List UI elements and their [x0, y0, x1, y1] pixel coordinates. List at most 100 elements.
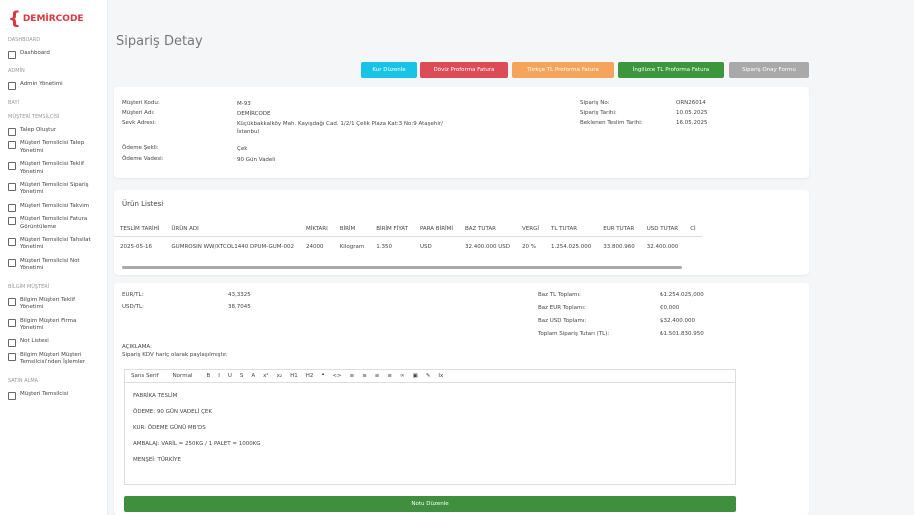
column-header: ÜRÜN ADI — [171, 225, 199, 232]
menu-item[interactable]: Müşteri Temsilcisi Talep Yönetimi — [0, 137, 107, 158]
rate-label: EUR/TL: — [122, 292, 144, 298]
total-value: ₺1.501.830.950 — [660, 331, 704, 337]
editor-line: FABRİKA TESLİM — [133, 393, 178, 399]
toolbar-button[interactable]: A — [251, 373, 256, 379]
toolbar-button[interactable]: x₂ — [276, 373, 283, 379]
cell: GUMROSIN WW/XTCOL1440 DPUM-GUM-002 — [171, 244, 295, 251]
menu-item[interactable]: Müşteri Temsilcisi Sipariş Yönetimi — [0, 179, 107, 200]
column-header: TL TUTAR — [550, 225, 578, 232]
save-button[interactable]: Notu Düzenle — [124, 496, 736, 512]
editor-line: AMBALAJ: VARİL = 250KG / 1 PALET = 1000K… — [133, 441, 261, 447]
toolbar-button[interactable]: Normal — [172, 373, 193, 379]
menu-section: SATIN ALMA — [8, 377, 39, 384]
product-row: 2025-05-16 GUMROSIN WW/XTCOL1440 DPUM-GUM… — [114, 236, 702, 258]
toolbar-button[interactable]: x² — [263, 373, 269, 379]
total-label: Baz EUR Toplamı: — [538, 305, 586, 311]
editor-line: ÖDEME: 90 GÜN VADELİ ÇEK — [133, 409, 212, 415]
field-value: ORN26014 — [676, 100, 706, 106]
toolbar-button[interactable]: ✎ — [425, 373, 431, 379]
menu-item[interactable]: Not Listesi — [0, 335, 107, 348]
menu-item[interactable]: Müşteri Temsilcisi Not Yönetimi — [0, 255, 107, 276]
action-button[interactable]: Sipariş Onay Formu — [729, 62, 809, 78]
menu-item[interactable]: Müşteri Temsilcisi Teklif Yönetimi — [0, 158, 107, 179]
editor[interactable]: FABRİKA TESLİM ÖDEME: 90 GÜN VADELİ ÇEK KU… — [124, 383, 736, 485]
action-button[interactable]: Kur Düzenle — [361, 62, 417, 78]
field-label: Sipariş No: — [580, 100, 610, 106]
menu-item[interactable]: Bilgim Müşteri Müşteri Temsilcisi'nden İ… — [0, 349, 107, 370]
menu-item[interactable]: Müşteri Temsilcisi Tahsilat Yönetimi — [0, 234, 107, 255]
toolbar-button[interactable]: ≡ — [374, 373, 380, 379]
toolbar-button[interactable]: ≡ — [349, 373, 355, 379]
menu-item[interactable]: Müşteri Temsilcisi Fatura Görüntüleme — [0, 213, 107, 234]
field-label: Ödeme Vadesi: — [122, 156, 164, 162]
toolbar-button[interactable]: ❝ — [321, 373, 325, 379]
column-header: BAZ TUTAR — [465, 225, 496, 232]
total-value: ₺1.254.025,000 — [660, 292, 704, 298]
toolbar-button[interactable]: ▣ — [412, 373, 418, 379]
note-label: AÇIKLAMA: — [122, 344, 152, 350]
page-title: Sipariş Detay — [116, 34, 203, 49]
menu-item[interactable]: Müşteri Temsilcisi — [0, 388, 107, 401]
field-label: Ödeme Şekli: — [122, 145, 159, 151]
toolbar-button[interactable]: ≡ — [387, 373, 393, 379]
toolbar-button[interactable]: Sans Serif — [131, 373, 159, 379]
note-text: Sipariş KDV hariç olarak paylaşılmıştır. — [122, 352, 228, 358]
logo-text: DEMİRCODE — [22, 13, 84, 24]
card-title: Ürün Listesi — [122, 200, 164, 208]
field-label: Sevk Adresi: — [122, 120, 156, 126]
cell: 2025-05-16 — [120, 244, 152, 251]
field-label: Sipariş Tarihi: — [580, 110, 617, 116]
toolbar-button[interactable]: I — [218, 373, 220, 379]
info-card: Müşteri Kodu: M-93 Müşteri Adı: DEMİRCODE Se… — [114, 87, 809, 178]
toolbar-button[interactable]: ≡ — [362, 373, 367, 379]
column-header: EUR TUTAR — [603, 225, 635, 232]
menu-section: MÜŞTERİ TEMSİLCİSİ — [8, 113, 60, 120]
toolbar-button[interactable]: Ix — [438, 373, 444, 379]
menu-section: BİLGİM MÜŞTERİ — [8, 283, 50, 290]
menu-section: BAYİ — [8, 99, 19, 106]
column-header: PARA BİRİMİ — [419, 225, 454, 232]
toolbar-button[interactable]: <> — [332, 373, 342, 379]
field-value: 90 Gün Vadeli — [237, 157, 276, 163]
cell: 1.254.025.000 — [550, 244, 592, 251]
toolbar-button[interactable]: U — [227, 373, 232, 379]
field-value: Küçükbakkalköy Mah. Kayışdağı Cad. 1/2/1… — [237, 121, 444, 136]
cell: 20 % — [522, 244, 536, 251]
summary-card: AÇIKLAMA: Sipariş KDV hariç olarak payla… — [114, 283, 809, 515]
menu-item[interactable]: Bilgim Müşteri Teklif Yönetimi — [0, 294, 107, 315]
cell: 32.400.000 USD — [465, 244, 511, 251]
action-button[interactable]: Türkçe TL Proforma Fatura — [512, 62, 614, 78]
total-label: Toplam Sipariş Tutarı (TL): — [538, 331, 610, 337]
logo[interactable]: { DEMİRCODE — [8, 8, 107, 29]
total-label: Baz USD Toplamı: — [538, 318, 587, 324]
field-value: 10.05.2025 — [676, 110, 708, 116]
cell: 32.400.000 — [646, 244, 679, 251]
header-row: TESLİM TARİHİ ÜRÜN ADI MİKTARI BİRİM BİRİM F… — [114, 222, 702, 236]
rate-value: 43,3325 — [228, 292, 251, 298]
total-label: Baz TL Toplamı: — [538, 292, 581, 298]
editor-line: MENŞEİ: TÜRKİYE — [133, 457, 181, 463]
toolbar-button[interactable]: H1 — [290, 373, 298, 379]
action-button[interactable]: İngilizce TL Proforma Fatura — [618, 62, 724, 78]
menu-item[interactable]: Dashboard — [0, 47, 107, 60]
menu-item[interactable]: Müşteri Temsilcisi Takvim — [0, 200, 107, 213]
rate-label: USD/TL: — [122, 304, 144, 310]
toolbar-button[interactable]: H2 — [305, 373, 314, 379]
toolbar-button[interactable]: S — [239, 373, 244, 379]
cell — [684, 236, 701, 258]
field-label: Müşteri Kodu: — [122, 100, 160, 106]
action-button[interactable]: Döviz Proforma Fatura — [420, 62, 508, 78]
menu-item[interactable]: Bilgim Müşteri Firma Yönetimi — [0, 315, 107, 336]
toolbar-button[interactable]: ∞ — [400, 373, 405, 379]
field-value: M-93 — [237, 101, 251, 107]
cell: Kilogram — [339, 244, 365, 251]
column-header: VERGİ — [522, 225, 539, 232]
column-header: MİKTARI — [306, 225, 328, 232]
menu-item[interactable]: Admin Yönetimi — [0, 78, 107, 91]
menu-item[interactable]: Talep Oluştur — [0, 124, 107, 137]
column-header: TESLİM TARİHİ — [120, 225, 160, 232]
scrollbar[interactable] — [122, 266, 682, 269]
toolbar-button[interactable]: B — [206, 373, 211, 379]
product-table: TESLİM TARİHİ ÜRÜN ADI MİKTARI BİRİM BİRİM F… — [114, 222, 702, 258]
